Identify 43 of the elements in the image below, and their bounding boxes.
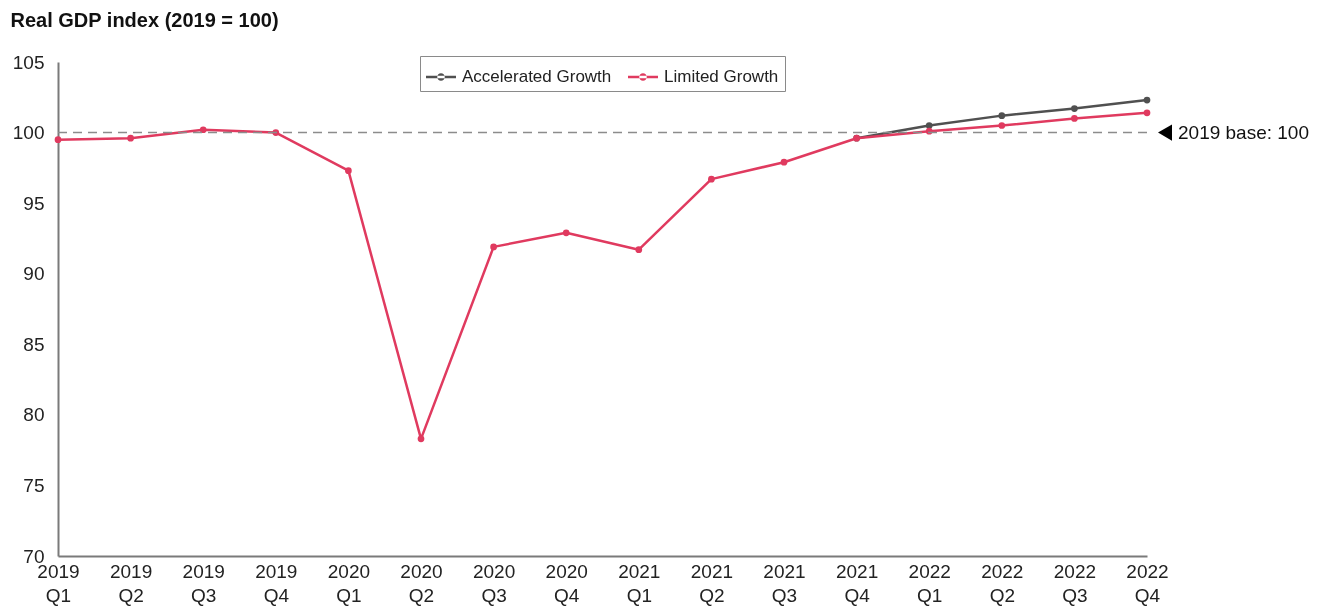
x-tick-label: 2021 Q4 [835,560,879,606]
x-tick-label: 2020 Q4 [545,560,588,606]
point [925,122,933,129]
point [199,126,207,134]
x-tick-label: 2019 Q4 [255,560,298,606]
point [780,158,788,166]
x-tick-label: 2021 Q1 [618,560,661,606]
point [345,167,352,175]
point [417,435,425,443]
legend-label: Accelerated Growth [462,67,612,86]
y-tick-label: 75 [23,474,45,496]
x-tick-label: 2020 Q1 [327,560,371,606]
point [1071,105,1078,112]
x-tick-label: 2021 Q2 [690,560,734,606]
point [562,229,570,237]
x-tick-label: 2022 Q4 [1126,560,1169,606]
y-tick-label: 85 [23,333,45,355]
point [635,246,643,254]
ref-line-label: 2019 base: 100 [1178,121,1310,143]
point [998,112,1006,119]
point [54,136,62,143]
y-tick-label: 100 [12,122,45,144]
point [127,134,134,142]
y-tick-label: 80 [23,404,45,426]
point [998,122,1006,129]
y-tick-label: 90 [23,263,45,285]
x-tick-label: 2021 Q3 [763,560,806,606]
x-tick-label: 2020 Q2 [400,560,443,606]
x-tick-label: 2022 Q2 [981,560,1024,606]
x-tick-label: 2019 Q2 [109,560,153,606]
x-tick-label: 2022 Q1 [908,560,951,606]
point [490,243,497,251]
y-tick-label: 95 [23,192,45,214]
y-tick-label: 105 [12,51,45,73]
point [1071,115,1078,122]
point [708,175,715,183]
legend-label: Limited Growth [664,67,779,86]
x-tick-label: 2022 Q3 [1053,560,1097,606]
x-tick-label: 2019 Q3 [182,560,225,606]
point [1143,109,1151,117]
x-tick-label: 2020 Q3 [472,560,516,606]
point [1143,96,1151,104]
y-axis-title: Real GDP index (2019 = 100) [10,8,279,31]
